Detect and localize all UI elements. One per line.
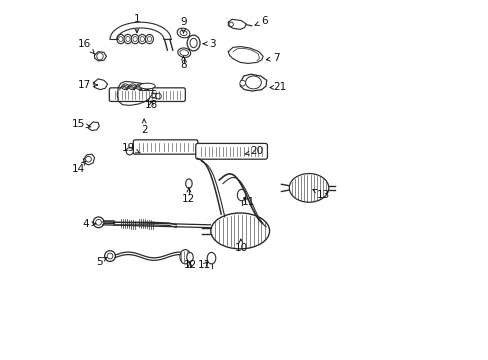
Text: 3: 3 (203, 39, 215, 49)
Text: 20: 20 (244, 146, 263, 156)
Text: 15: 15 (72, 120, 91, 129)
Ellipse shape (122, 84, 129, 90)
Ellipse shape (129, 84, 136, 90)
Ellipse shape (155, 93, 161, 99)
Text: 10: 10 (234, 239, 247, 253)
Ellipse shape (140, 37, 144, 41)
Ellipse shape (145, 35, 153, 44)
Ellipse shape (125, 37, 130, 41)
Text: 4: 4 (82, 219, 96, 229)
Text: 21: 21 (269, 82, 286, 93)
Ellipse shape (289, 174, 328, 202)
FancyBboxPatch shape (133, 140, 198, 154)
Text: 11: 11 (241, 197, 254, 207)
Ellipse shape (137, 85, 142, 88)
Text: 19: 19 (121, 143, 140, 153)
Ellipse shape (130, 85, 135, 88)
Ellipse shape (210, 213, 269, 249)
Text: 5: 5 (96, 257, 106, 267)
Ellipse shape (107, 253, 113, 259)
Text: 1: 1 (133, 14, 140, 33)
Text: 9: 9 (180, 17, 186, 33)
Ellipse shape (133, 37, 137, 41)
Polygon shape (83, 154, 94, 165)
Polygon shape (228, 46, 263, 63)
Ellipse shape (139, 83, 155, 89)
Ellipse shape (123, 85, 127, 88)
Text: 8: 8 (180, 56, 186, 70)
Ellipse shape (180, 50, 188, 55)
Ellipse shape (104, 251, 115, 261)
Text: 11: 11 (197, 260, 210, 270)
Polygon shape (88, 122, 99, 131)
Polygon shape (94, 51, 106, 61)
Text: 12: 12 (182, 188, 195, 204)
Ellipse shape (124, 35, 132, 44)
FancyBboxPatch shape (109, 88, 185, 102)
Ellipse shape (126, 148, 133, 155)
Ellipse shape (147, 37, 151, 41)
Polygon shape (117, 81, 153, 105)
Ellipse shape (177, 28, 189, 38)
Ellipse shape (117, 35, 124, 44)
Ellipse shape (119, 37, 122, 41)
Ellipse shape (228, 22, 233, 27)
Text: 16: 16 (78, 39, 94, 54)
Ellipse shape (96, 220, 101, 225)
Text: 14: 14 (72, 161, 85, 174)
Text: 13: 13 (312, 189, 329, 200)
Ellipse shape (207, 252, 215, 264)
Polygon shape (240, 74, 266, 91)
Text: 7: 7 (266, 53, 280, 63)
Text: 17: 17 (78, 80, 97, 90)
Ellipse shape (178, 48, 190, 57)
Polygon shape (94, 79, 107, 90)
Ellipse shape (144, 85, 149, 88)
Ellipse shape (237, 189, 245, 201)
Text: 12: 12 (183, 260, 196, 270)
Ellipse shape (185, 179, 192, 188)
Ellipse shape (239, 80, 245, 86)
Text: 18: 18 (144, 100, 158, 110)
Ellipse shape (97, 53, 103, 60)
Ellipse shape (180, 30, 187, 36)
Text: 6: 6 (255, 17, 267, 27)
Ellipse shape (190, 39, 197, 48)
Ellipse shape (136, 84, 143, 90)
Ellipse shape (245, 76, 261, 89)
Ellipse shape (186, 252, 193, 262)
FancyBboxPatch shape (195, 143, 267, 159)
Ellipse shape (180, 249, 190, 264)
Polygon shape (228, 19, 246, 30)
Ellipse shape (93, 217, 104, 228)
Ellipse shape (131, 35, 139, 44)
Text: 2: 2 (141, 119, 147, 135)
Ellipse shape (143, 84, 150, 90)
Ellipse shape (85, 156, 91, 162)
Polygon shape (110, 22, 171, 40)
Ellipse shape (187, 35, 200, 51)
Ellipse shape (138, 35, 146, 44)
